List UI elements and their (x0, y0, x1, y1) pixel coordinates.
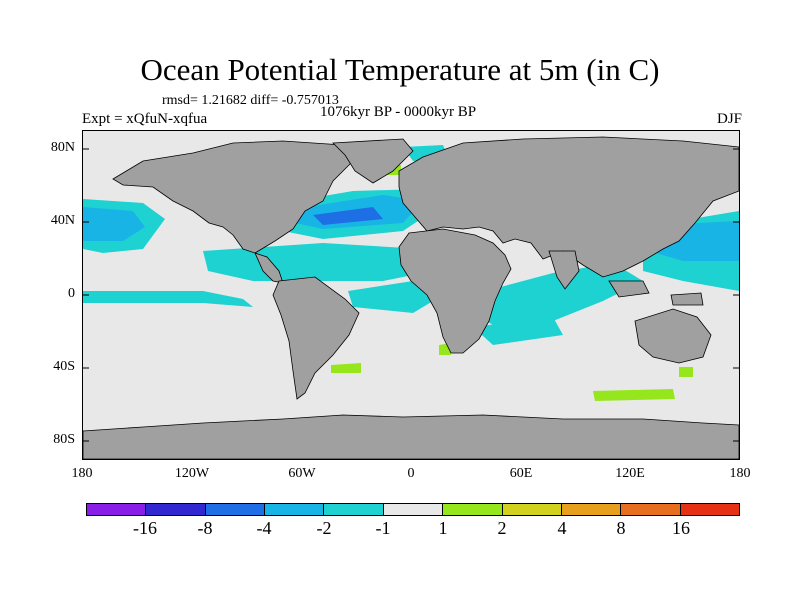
colorbar-box (87, 504, 147, 515)
land-australia (634, 308, 712, 364)
colorbar-label: -1 (375, 518, 391, 538)
land-africa (398, 228, 512, 354)
colorbar-box (265, 504, 325, 515)
lon-label-60e: 60E (509, 466, 533, 481)
colorbar-box (205, 504, 266, 515)
anomaly-cyan (83, 291, 253, 307)
colorbar-label: -16 (133, 518, 157, 538)
lon-label-120w: 120W (174, 466, 210, 481)
lon-label-180w: 180 (71, 466, 93, 481)
stats-label: rmsd= 1.21682 diff= -0.757013 (162, 93, 339, 108)
colorbar (86, 503, 740, 516)
anomaly-green (593, 389, 675, 401)
land-north-america (112, 140, 354, 254)
land-india (548, 250, 580, 290)
anomaly-green (331, 363, 361, 373)
colorbar-box (680, 504, 739, 515)
colorbar-box (502, 504, 562, 515)
lon-label-60w: 60W (288, 466, 316, 481)
land-masses (83, 136, 739, 459)
land-greenland (332, 138, 414, 184)
lon-label-0: 0 (407, 466, 415, 481)
lon-label-120e: 120E (615, 466, 645, 481)
colorbar-box (443, 504, 503, 515)
lat-label-40s: 40S (53, 359, 75, 374)
colorbar-box (621, 504, 681, 515)
experiment-label: Expt = xQfuN-xqfua (82, 111, 208, 127)
map-title: Ocean Potential Temperature at 5m (in C) (140, 52, 660, 87)
land-new-guinea (670, 292, 704, 306)
colorbar-label: 8 (616, 518, 626, 538)
lat-label-80s: 80S (53, 432, 75, 447)
anomaly-darkblue (313, 207, 383, 225)
colorbar-box (324, 504, 384, 515)
colorbar-box (146, 504, 206, 515)
colorbar-box (561, 504, 622, 515)
anomaly-cyan (203, 243, 433, 281)
lon-label-180e: 180 (729, 466, 751, 481)
lat-label-80n: 80N (50, 140, 75, 155)
colorbar-label: 16 (672, 518, 690, 538)
lat-label-40n: 40N (50, 213, 75, 228)
land-eurasia (398, 136, 739, 278)
anomaly-blue (83, 207, 145, 241)
land-antarctica (83, 414, 739, 459)
anomaly-green (679, 367, 693, 377)
colorbar-label: 4 (557, 518, 567, 538)
lat-label-0: 0 (68, 286, 75, 301)
land-south-america (272, 276, 360, 400)
map-inner-ticks (83, 148, 739, 442)
colorbar-label: 1 (438, 518, 448, 538)
land-indonesia (608, 280, 650, 298)
colorbar-label: -2 (316, 518, 332, 538)
anomaly-cyan (483, 263, 643, 331)
world-map (82, 130, 740, 460)
colorbar-label: -8 (197, 518, 213, 538)
period-label: 1076kyr BP - 0000kyr BP (320, 104, 477, 120)
anomaly-cyan (348, 281, 433, 313)
anomaly-cyan (473, 317, 563, 345)
colorbar-label: 2 (497, 518, 507, 538)
season-label: DJF (716, 111, 742, 127)
colorbar-label: -4 (256, 518, 272, 538)
map-canvas (83, 136, 739, 459)
colorbar-box (383, 504, 444, 515)
